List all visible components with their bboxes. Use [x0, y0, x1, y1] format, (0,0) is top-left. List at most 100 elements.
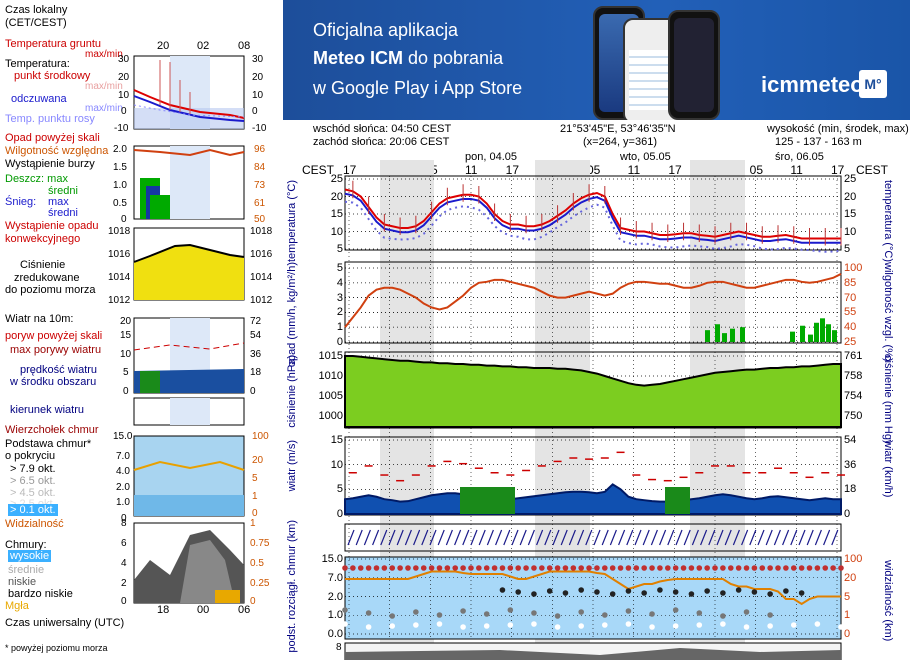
- legend-axis-tick: 0: [121, 106, 127, 117]
- legend-axis-tick: 0: [121, 596, 127, 607]
- cloud-label-left: podst. rozciągł. chmur (km): [286, 520, 298, 653]
- legend-axis-tick: 0: [250, 386, 256, 397]
- legend-axis-tick: 1018: [108, 226, 131, 237]
- axis-tick-label: 10: [844, 225, 857, 238]
- cloud-base-dot: [515, 565, 522, 571]
- cloud-base-dot: [822, 565, 829, 571]
- cloud-base-dot: [743, 565, 750, 571]
- precip-bar: [800, 325, 805, 342]
- height-label: wysokość (min, środek, max): [767, 123, 909, 135]
- cloud-base-dot: [712, 565, 718, 571]
- cloud-base-dot: [365, 565, 372, 571]
- wind-arrow: [782, 529, 790, 546]
- axis-tick-label: 1015: [318, 350, 343, 362]
- wind-arrow: [749, 529, 757, 546]
- axis-tick-label: 1.0: [327, 609, 343, 622]
- wind-arrow: [421, 529, 429, 546]
- axis-tick-label: 18: [844, 483, 857, 496]
- meteo-logo-box: M°: [859, 70, 887, 98]
- legend-axis-tick: 4.0: [116, 466, 130, 477]
- cloud-base-dot: [381, 565, 388, 571]
- axis-tick-label: 5: [336, 483, 343, 496]
- cloud-base-dot: [720, 621, 726, 627]
- legend-convective-2: konwekcyjnego: [5, 233, 81, 245]
- precip-bar: [808, 334, 813, 342]
- legend-utc: Czas uniwersalny (UTC): [5, 617, 125, 629]
- legend-axis-tick: 0: [252, 106, 258, 117]
- axis-tick-label: 3: [336, 291, 343, 304]
- cloud-base-dot: [720, 590, 726, 596]
- cloud-base-dot: [704, 588, 710, 594]
- axis-tick-label: 20: [844, 571, 857, 584]
- wind-arrow: [700, 529, 708, 546]
- legend-wind-center: w środku obszaru: [10, 376, 97, 388]
- cloud-base-dot: [531, 621, 537, 627]
- cloud-base-dot: [838, 565, 844, 571]
- wind-arrow: [806, 529, 814, 546]
- app-promo-banner[interactable]: Oficjalna aplikacja Meteo ICM do pobrani…: [283, 0, 910, 120]
- legend-axis-tick: 0.5: [250, 558, 264, 569]
- legend-hour-00: 00: [197, 604, 210, 616]
- cloud-base-dot: [680, 565, 687, 571]
- axis-tick-label: 1005: [318, 390, 343, 402]
- axis-tick-label: 25: [330, 173, 343, 185]
- cloud-base-dot: [342, 565, 348, 571]
- wind-arrow: [552, 529, 560, 546]
- axis-tick-label: 10: [330, 458, 343, 471]
- legend-axis-tick: 0.75: [250, 538, 270, 549]
- temp-label-left: temperatura (°C): [286, 180, 298, 263]
- wind-center-band: [665, 487, 690, 514]
- cloud-base-dot: [720, 565, 726, 571]
- legend-axis-tick: 10: [120, 349, 132, 360]
- day-label-tue: wto, 05.05: [620, 151, 671, 163]
- axis-tick-label: 20: [844, 190, 857, 203]
- sunrise-text: wschód słońca: 04:50 CEST: [313, 123, 452, 135]
- axis-tick-label: 20: [330, 190, 343, 203]
- cloud-base-dot: [664, 565, 671, 571]
- cloud-base-dot: [814, 621, 821, 627]
- banner-line-1: Oficjalna aplikacja: [313, 20, 459, 40]
- cloud-base-dot: [790, 622, 797, 628]
- legend-cloud-top: Wierzchołek chmur: [5, 424, 99, 436]
- cloud-base-dot: [483, 611, 490, 617]
- cloud-base-dot: [704, 565, 710, 571]
- visibility-line: [345, 570, 841, 606]
- legend-hour-18: 18: [157, 604, 170, 616]
- axis-tick-label: 25: [844, 173, 857, 185]
- wind-arrow: [396, 529, 404, 546]
- cloud-base-dot: [672, 565, 679, 571]
- wind-arrow: [626, 529, 634, 546]
- legend-hour-08: 08: [238, 40, 251, 52]
- axis-tick-label: 10: [330, 225, 343, 238]
- wind-arrow: [413, 529, 421, 546]
- cloud-base-dot: [578, 609, 584, 615]
- legend-ground-temp: Temperatura gruntu: [5, 38, 101, 50]
- cloud-base-dot: [436, 612, 443, 618]
- legend-axis-tick: 1.0: [116, 497, 130, 508]
- legend-storm: Wystąpienie burzy: [5, 158, 95, 170]
- legend-axis-tick: 84: [254, 162, 266, 173]
- wind-arrow: [560, 529, 568, 546]
- wind-arrow: [511, 529, 519, 546]
- precip-bar: [740, 327, 745, 342]
- legend-axis-tick: 15.0: [113, 431, 133, 442]
- clouds-fill: [345, 648, 841, 660]
- axis-tick-label: 100: [844, 553, 863, 565]
- wind-arrow: [798, 529, 806, 546]
- precip-bar: [715, 324, 720, 342]
- cloud-base-dot: [767, 612, 773, 618]
- cloud-base-dot: [365, 610, 372, 616]
- legend-very-low: bardzo niskie: [8, 588, 73, 600]
- cloud-base-dot: [672, 607, 679, 613]
- cloud-base-dot: [460, 608, 466, 614]
- wind-arrow: [765, 529, 773, 546]
- cloud-base-dot: [578, 565, 584, 571]
- legend-temp-maxmin: max/min: [85, 81, 123, 92]
- legend-axis-tick: 0: [121, 214, 127, 225]
- axis-tick-label: 1010: [318, 370, 343, 382]
- precip-bar: [826, 324, 831, 342]
- precip-bar: [820, 318, 825, 342]
- legend-axis-tick: 30: [252, 54, 264, 65]
- cloud-base-dot: [735, 565, 742, 571]
- axis-tick-label: 1: [336, 321, 343, 334]
